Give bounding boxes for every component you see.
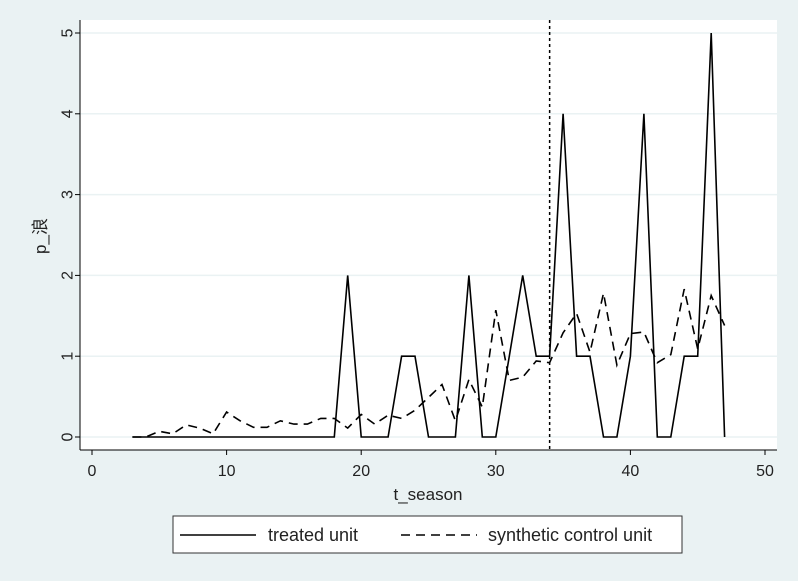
y-tick-label-2: 2 [60, 271, 77, 280]
legend-box [172, 515, 683, 554]
legend-label-synthetic: synthetic control unit [488, 525, 652, 545]
series-line-treated-unit [132, 32, 726, 438]
x-tick-label-40: 40 [622, 463, 640, 480]
x-tick-label-20: 20 [352, 463, 370, 480]
legend: treated unit synthetic control unit [172, 515, 683, 554]
x-tick-label-0: 0 [88, 463, 97, 480]
legend-label-treated: treated unit [268, 525, 358, 545]
series-line-synthetic-control-unit [132, 288, 726, 438]
x-tick-label-30: 30 [487, 463, 505, 480]
y-axis-title: p_浪 [31, 218, 50, 254]
x-tick-label-50: 50 [756, 463, 774, 480]
series-lines [132, 20, 726, 450]
y-tick-label-1: 1 [60, 352, 77, 361]
y-tick-label-0: 0 [60, 432, 77, 441]
y-tick-label-5: 5 [60, 28, 77, 37]
y-tick-label-4: 4 [60, 109, 77, 118]
x-tick-label-10: 10 [218, 463, 236, 480]
y-tick-label-3: 3 [60, 190, 77, 199]
plot-area [80, 20, 777, 450]
x-axis-title: t_season [394, 485, 463, 504]
